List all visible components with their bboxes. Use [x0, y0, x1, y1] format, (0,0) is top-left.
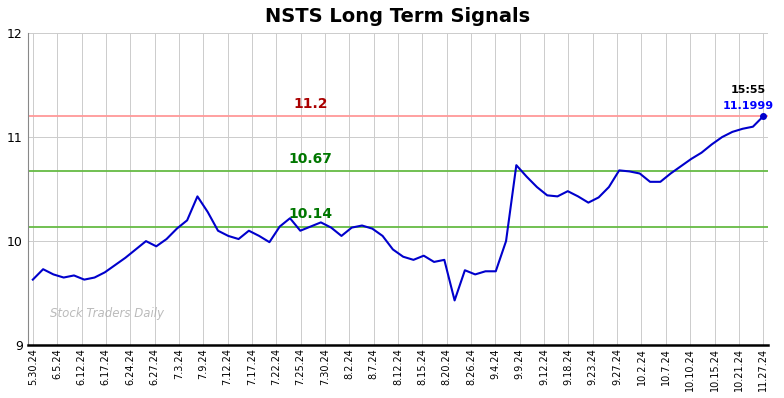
- Text: 15:55: 15:55: [730, 86, 765, 96]
- Title: NSTS Long Term Signals: NSTS Long Term Signals: [266, 7, 531, 26]
- Text: 10.14: 10.14: [289, 207, 332, 221]
- Text: 11.2: 11.2: [293, 97, 328, 111]
- Text: Stock Traders Daily: Stock Traders Daily: [50, 307, 164, 320]
- Text: 10.67: 10.67: [289, 152, 332, 166]
- Text: 11.1999: 11.1999: [722, 101, 773, 111]
